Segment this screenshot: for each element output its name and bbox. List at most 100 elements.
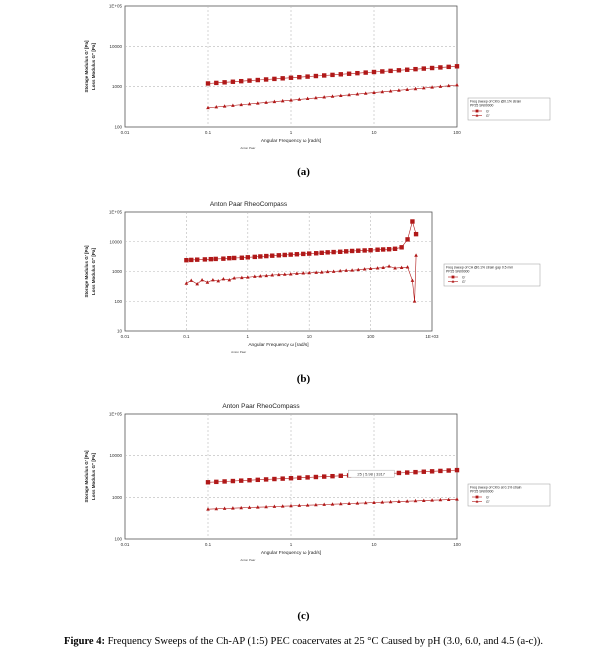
data-point-triangle bbox=[289, 503, 293, 508]
legend-title: Freq sweep of CKG at 0.1% strain bbox=[470, 486, 522, 490]
chart-title: Anton Paar RheoCompass bbox=[210, 201, 288, 208]
x-axis-label: Angular Frequency ω [rad/s] bbox=[261, 550, 321, 556]
legend-entry-label: G' bbox=[462, 275, 466, 279]
y-tick-label: 1000 bbox=[112, 269, 123, 274]
data-point-triangle bbox=[399, 265, 404, 270]
data-point-triangle bbox=[295, 271, 299, 275]
x-tick-label: 100 bbox=[453, 130, 461, 135]
data-point-square bbox=[239, 78, 244, 84]
data-point-triangle bbox=[240, 275, 244, 280]
data-point-triangle bbox=[388, 499, 393, 504]
x-tick-label: 1 bbox=[290, 130, 293, 135]
data-point-square bbox=[322, 474, 327, 479]
data-point-triangle bbox=[227, 277, 232, 282]
data-point-square bbox=[429, 65, 435, 71]
x-axis-sublabel: Anton Paar bbox=[231, 350, 246, 354]
data-point-square bbox=[222, 479, 227, 484]
data-point-triangle bbox=[356, 267, 361, 272]
data-point-square bbox=[280, 476, 285, 481]
data-point-triangle bbox=[413, 86, 418, 91]
data-point-square bbox=[405, 67, 410, 72]
data-point-square bbox=[388, 68, 393, 74]
data-point-triangle bbox=[347, 501, 351, 505]
data-point-square bbox=[245, 255, 250, 260]
data-point-triangle bbox=[206, 507, 210, 511]
x-tick-label: 0.1 bbox=[183, 334, 190, 339]
y-tick-label: 100 bbox=[114, 537, 122, 542]
data-point-square bbox=[363, 70, 368, 75]
data-point-square bbox=[313, 73, 319, 79]
data-point-triangle bbox=[252, 274, 257, 278]
data-point-square bbox=[405, 470, 410, 475]
data-point-square bbox=[405, 237, 410, 242]
data-point-triangle bbox=[314, 502, 318, 507]
data-point-square bbox=[438, 65, 443, 70]
data-point-square bbox=[349, 248, 355, 254]
data-point-square bbox=[276, 253, 282, 258]
data-point-triangle bbox=[330, 94, 335, 98]
data-point-square bbox=[213, 256, 218, 262]
data-point-square bbox=[396, 470, 402, 476]
data-point-triangle bbox=[438, 497, 443, 502]
data-point-triangle bbox=[256, 101, 260, 105]
data-point-square bbox=[319, 250, 324, 256]
data-point-triangle bbox=[339, 93, 343, 98]
data-point-triangle bbox=[189, 278, 194, 282]
data-point-triangle bbox=[422, 498, 426, 502]
data-point-square bbox=[221, 256, 226, 261]
data-point-triangle bbox=[195, 282, 200, 286]
data-point-triangle bbox=[368, 266, 373, 271]
legend-marker-square bbox=[475, 109, 479, 113]
data-point-square bbox=[272, 476, 277, 482]
data-point-square bbox=[413, 231, 419, 237]
x-tick-label: 10 bbox=[371, 542, 377, 547]
data-point-triangle bbox=[305, 503, 310, 507]
data-point-triangle bbox=[331, 269, 336, 273]
legend-entry-label: G'' bbox=[462, 280, 466, 284]
series-storage-modulus bbox=[184, 219, 419, 263]
data-point-triangle bbox=[270, 273, 275, 277]
data-point-triangle bbox=[280, 504, 285, 508]
x-tick-label: 0.1 bbox=[205, 542, 212, 547]
data-point-triangle bbox=[289, 98, 293, 102]
data-point-square bbox=[263, 77, 269, 82]
y-tick-label: 1E+05 bbox=[109, 210, 123, 215]
data-point-square bbox=[368, 247, 373, 253]
panel-label-c: (c) bbox=[297, 610, 310, 622]
data-point-square bbox=[301, 251, 306, 257]
data-point-triangle bbox=[214, 104, 219, 109]
x-axis-label: Angular Frequency ω [rad/s] bbox=[261, 138, 321, 144]
y-axis-label-secondary: Loss Modulus G'' [Pa] bbox=[91, 248, 96, 295]
data-point-triangle bbox=[239, 505, 243, 510]
data-point-square bbox=[282, 252, 287, 258]
data-point-square bbox=[297, 475, 302, 481]
y-tick-label: 1000 bbox=[112, 495, 123, 500]
x-tick-label: 1 bbox=[290, 542, 293, 547]
legend-title: Freq sweep of CA @0.1% strain gap 0.5 mm bbox=[446, 266, 513, 270]
x-tick-label: 0.01 bbox=[121, 130, 130, 135]
series-loss-modulus bbox=[184, 253, 418, 303]
data-point-square bbox=[230, 478, 236, 484]
data-point-triangle bbox=[410, 278, 415, 282]
chart-panel-2: 0.01 0.1 1 10 100 1E+03 10 100 1000 10000 1E+05 Ang… bbox=[84, 201, 541, 354]
data-point-square bbox=[264, 253, 269, 259]
data-point-square bbox=[386, 247, 392, 252]
data-point-triangle bbox=[322, 502, 326, 506]
data-point-triangle bbox=[211, 277, 215, 282]
data-point-triangle bbox=[246, 275, 250, 279]
data-point-square bbox=[227, 255, 232, 261]
data-point-square bbox=[247, 78, 252, 83]
data-point-triangle bbox=[397, 499, 401, 503]
chart-panel-3: 0.01 0.1 1 10 100 100 1000 10000 1E+05 Angular Fr… bbox=[84, 403, 551, 562]
data-point-triangle bbox=[214, 506, 219, 511]
data-point-triangle bbox=[307, 270, 311, 275]
legend-marker-square bbox=[451, 275, 455, 279]
data-point-triangle bbox=[405, 265, 410, 269]
legend-marker-triangle bbox=[475, 500, 479, 503]
data-point-square bbox=[288, 476, 294, 481]
y-axis-label-secondary: Loss Modulus G'' [Pa] bbox=[91, 453, 96, 500]
data-point-square bbox=[189, 257, 194, 263]
data-point-triangle bbox=[330, 502, 335, 506]
